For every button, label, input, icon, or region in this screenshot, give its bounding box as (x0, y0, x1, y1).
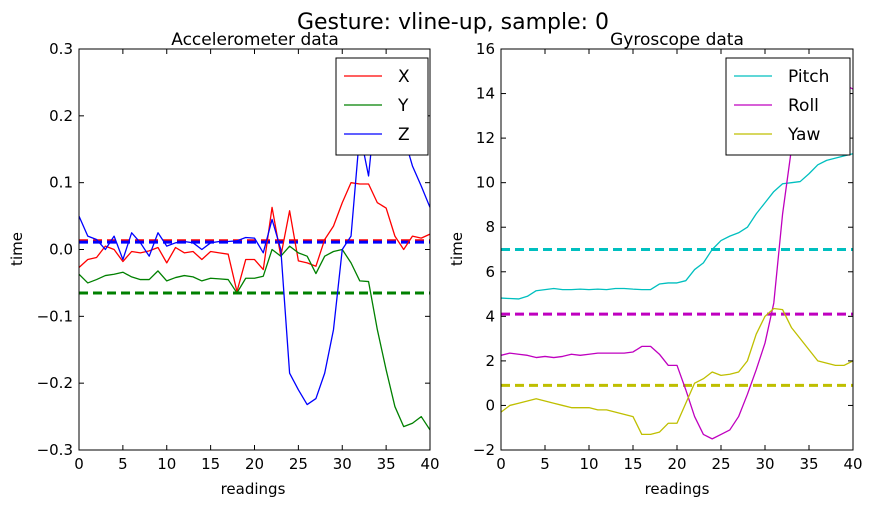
gyroscope-x-tick-label: 0 (496, 455, 506, 473)
accelerometer-x-tick-label: 5 (118, 455, 128, 473)
gyroscope-x-tick-label: 30 (755, 455, 774, 473)
accelerometer-chart-title: Accelerometer data (171, 30, 339, 50)
gyroscope-y-tick-label: 4 (485, 307, 495, 325)
gyroscope-x-tick-label: 25 (711, 455, 730, 473)
gyroscope-y-tick-label: 6 (485, 263, 495, 281)
gyroscope-chart: Gyroscope data 0 5 10 15 20 25 30 35 40−20246810… (448, 30, 863, 498)
gyroscope-legend: Pitch Roll Yaw (725, 57, 851, 156)
accelerometer-legend: XYZ (335, 57, 429, 156)
accelerometer-y-tick-label: −0.3 (37, 441, 73, 459)
accelerometer-y-tick-label: −0.1 (37, 307, 73, 325)
accelerometer-x-tick-label: 30 (333, 455, 352, 473)
accelerometer-legend-label-y: Y (397, 96, 409, 116)
gyroscope-legend-label-pitch: Pitch (788, 67, 829, 87)
accelerometer-legend-label-x: X (398, 67, 410, 87)
accelerometer-x-tick-label: 35 (377, 455, 396, 473)
accelerometer-x-tick-label: 0 (74, 455, 84, 473)
gyroscope-y-tick-label: 12 (476, 129, 495, 147)
gyroscope-x-tick-label: 20 (667, 455, 686, 473)
gyroscope-y-tick-label: 14 (476, 85, 495, 103)
accelerometer-series-group (79, 88, 430, 431)
accelerometer-series-line-x (79, 182, 430, 293)
gyroscope-series-line-pitch (501, 153, 853, 300)
figure-suptitle: Gesture: vline-up, sample: 0 (297, 10, 609, 35)
accelerometer-x-tick-label: 20 (245, 455, 264, 473)
gyroscope-y-tick-label: 2 (485, 352, 495, 370)
gyroscope-x-tick-label: 35 (799, 455, 818, 473)
gyroscope-legend-label-yaw: Yaw (787, 125, 820, 145)
gyroscope-x-tick-label: 40 (843, 455, 862, 473)
accelerometer-x-tick-label: 25 (289, 455, 308, 473)
accelerometer-x-axis-label: readings (221, 480, 286, 498)
gyroscope-x-tick-label: 15 (623, 455, 642, 473)
accelerometer-x-tick-label: 10 (157, 455, 176, 473)
gyroscope-y-tick-label: 10 (476, 174, 495, 192)
accelerometer-x-tick-label: 15 (201, 455, 220, 473)
accelerometer-x-tick-label: 40 (420, 455, 439, 473)
accelerometer-y-axis-label: time (8, 232, 26, 266)
gyroscope-y-axis-label: time (448, 232, 466, 266)
accelerometer-legend-box (335, 57, 429, 156)
gyroscope-plot-area: 0 5 10 15 20 25 30 35 40−20246810121416PitchRoll… (473, 40, 863, 473)
accelerometer-plot-area: 0 5 10 15 20 25 30 35 40 −0.3 −0.2 −0.1 0.0 0.1 0.2 0.3… (37, 40, 440, 473)
accelerometer-y-tick-label: 0.3 (49, 40, 73, 58)
gyroscope-y-tick-label: 8 (485, 218, 495, 236)
gyroscope-x-tick-label: 10 (579, 455, 598, 473)
gyroscope-legend-box (725, 57, 851, 156)
gyroscope-legend-label-roll: Roll (788, 96, 819, 116)
accelerometer-series-line-y (79, 245, 430, 431)
gyroscope-y-tick-label: −2 (473, 441, 495, 459)
accelerometer-chart: Accelerometer data 0 5 10 15 20 25 30 35 40 −0.3 −… (8, 30, 440, 498)
gyroscope-x-tick-label: 5 (540, 455, 550, 473)
gyroscope-chart-title: Gyroscope data (610, 30, 744, 50)
accelerometer-legend-label-z: Z (398, 125, 410, 145)
accelerometer-y-tick-label: 0.1 (49, 174, 73, 192)
accelerometer-y-tick-label: 0.2 (49, 107, 73, 125)
accelerometer-y-tick-label: −0.2 (37, 374, 73, 392)
gyroscope-series-line-yaw (501, 307, 853, 436)
gyroscope-x-axis-label: readings (645, 480, 710, 498)
accelerometer-y-tick-label: 0.0 (49, 241, 73, 259)
gyroscope-y-tick-label: 0 (485, 396, 495, 414)
gyroscope-y-tick-label: 16 (476, 40, 495, 58)
